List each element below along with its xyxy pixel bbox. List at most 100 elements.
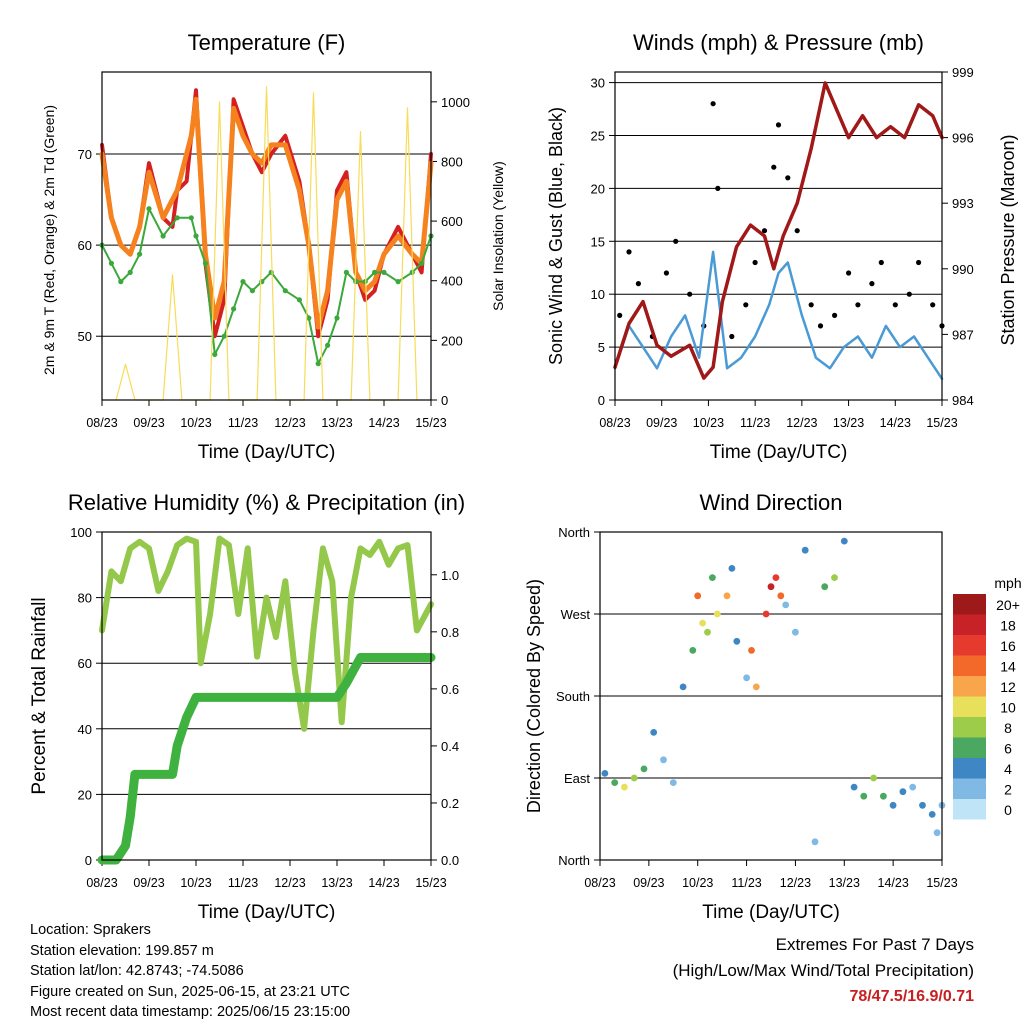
gust-point bbox=[743, 302, 749, 308]
direction-point bbox=[762, 610, 770, 618]
direction-point bbox=[880, 792, 887, 800]
dewpoint-point bbox=[381, 269, 387, 275]
x-tick-label: 12/23 bbox=[274, 876, 305, 890]
elevation-text: Station elevation: 199.857 m bbox=[30, 942, 214, 959]
y-tick-label: East bbox=[564, 771, 590, 786]
y-right-tick-label: 0.4 bbox=[441, 739, 459, 754]
x-axis-label: Time (Day/UTC) bbox=[198, 442, 336, 463]
series-wind-line bbox=[613, 250, 944, 381]
y-right-tick-label: 600 bbox=[441, 214, 463, 229]
legend-label: 0 bbox=[1004, 802, 1012, 818]
x-axis-label: Time (Day/UTC) bbox=[710, 442, 848, 463]
dewpoint-point bbox=[372, 269, 378, 275]
y-right-tick-label: 996 bbox=[952, 131, 974, 146]
x-tick-label: 15/23 bbox=[415, 416, 446, 430]
y-right-tick-label: 999 bbox=[952, 65, 974, 80]
y-axis-label: Direction (Colored By Speed) bbox=[524, 579, 544, 813]
gust-point bbox=[916, 259, 922, 266]
gust-point bbox=[832, 312, 838, 318]
series-dewpoint-line bbox=[101, 207, 432, 365]
x-tick-label: 11/23 bbox=[228, 416, 258, 430]
legend-label: 6 bbox=[1004, 741, 1012, 757]
direction-point bbox=[899, 788, 907, 796]
x-tick-label: 14/23 bbox=[878, 876, 909, 890]
direction-point bbox=[640, 765, 648, 773]
y-tick-label: 25 bbox=[591, 128, 605, 143]
y-tick-label: 20 bbox=[78, 787, 92, 802]
dewpoint-point bbox=[221, 333, 227, 339]
direction-point bbox=[748, 647, 755, 654]
dewpoint-point bbox=[188, 215, 194, 221]
rh-precip-panel: Relative Humidity (%) & Precipitation (i… bbox=[29, 490, 465, 923]
gust-point bbox=[771, 164, 777, 170]
y-tick-label: North bbox=[558, 525, 590, 540]
direction-point bbox=[840, 537, 848, 545]
direction-point bbox=[733, 637, 741, 645]
x-tick-label: 10/23 bbox=[180, 416, 211, 430]
dewpoint-point bbox=[202, 260, 208, 266]
x-tick-label: 10/23 bbox=[180, 876, 211, 890]
dewpoint-point bbox=[343, 269, 349, 275]
y-axis-label: Sonic Wind & Gust (Blue, Black) bbox=[546, 107, 566, 365]
direction-point bbox=[801, 546, 809, 554]
gust-point bbox=[855, 302, 861, 308]
dewpoint-point bbox=[315, 361, 321, 367]
gust-point bbox=[617, 312, 623, 318]
x-tick-label: 15/23 bbox=[926, 876, 957, 890]
y-right-tick-label: 200 bbox=[441, 333, 463, 348]
gust-point bbox=[878, 259, 884, 266]
direction-point bbox=[860, 792, 868, 800]
y-tick-label: 60 bbox=[78, 656, 92, 671]
legend-swatch bbox=[953, 594, 986, 615]
dewpoint-point bbox=[108, 260, 114, 266]
x-tick-label: 15/23 bbox=[926, 416, 957, 430]
series-solar-line bbox=[115, 86, 418, 401]
direction-point bbox=[850, 783, 858, 791]
x-tick-label: 15/23 bbox=[415, 876, 446, 890]
direction-point bbox=[919, 801, 926, 809]
dewpoint-point bbox=[160, 233, 166, 239]
legend-label: 2 bbox=[1004, 782, 1012, 798]
dewpoint-point bbox=[334, 315, 340, 321]
chart-title: Wind Direction bbox=[699, 490, 842, 515]
dewpoint-point bbox=[174, 215, 180, 221]
gust-point bbox=[785, 175, 791, 181]
y-right-tick-label: 400 bbox=[441, 274, 463, 289]
gust-point bbox=[715, 185, 721, 191]
y-right-tick-label: 0 bbox=[441, 393, 448, 408]
y-tick-label: 50 bbox=[78, 329, 92, 344]
y-tick-label: South bbox=[556, 689, 590, 704]
dewpoint-point bbox=[137, 251, 143, 257]
direction-point bbox=[689, 647, 697, 654]
extremes-values: 78/47.5/16.9/0.71 bbox=[849, 988, 974, 1005]
y-right-tick-label: 1000 bbox=[441, 95, 470, 110]
dewpoint-point bbox=[212, 351, 218, 357]
gust-point bbox=[794, 228, 800, 234]
x-tick-label: 14/23 bbox=[368, 416, 399, 430]
y-right-tick-label: 984 bbox=[952, 393, 974, 408]
legend-label: 18 bbox=[1000, 618, 1016, 634]
y-right-tick-label: 1.0 bbox=[441, 568, 459, 583]
x-tick-label: 08/23 bbox=[599, 416, 630, 430]
plot-border bbox=[614, 71, 943, 401]
direction-point bbox=[782, 601, 790, 609]
y-right-tick-label: 0.0 bbox=[441, 853, 459, 868]
y-tick-label: 70 bbox=[78, 147, 92, 162]
direction-point bbox=[728, 565, 736, 572]
x-tick-label: 13/23 bbox=[833, 416, 864, 430]
direction-point bbox=[723, 592, 731, 600]
dewpoint-point bbox=[118, 279, 124, 285]
temperature-panel: Temperature (F) Time (Day/UTC) 08/23 09/23 1… bbox=[41, 30, 506, 463]
series-pressure-line bbox=[613, 81, 944, 380]
gust-point bbox=[673, 238, 679, 244]
direction-point bbox=[679, 683, 687, 691]
gust-point bbox=[817, 323, 824, 329]
y-tick-label: 80 bbox=[78, 591, 92, 606]
station-info: Location: Sprakers Station elevation: 19… bbox=[30, 920, 350, 1023]
legend-swatch bbox=[953, 696, 986, 717]
y-right-tick-label: 0.8 bbox=[441, 625, 459, 640]
latlon-text: Station lat/lon: 42.8743; -74.5086 bbox=[30, 963, 244, 979]
x-axis-label: Time (Day/UTC) bbox=[198, 902, 336, 923]
legend-swatch bbox=[953, 737, 986, 758]
direction-point bbox=[704, 628, 711, 636]
